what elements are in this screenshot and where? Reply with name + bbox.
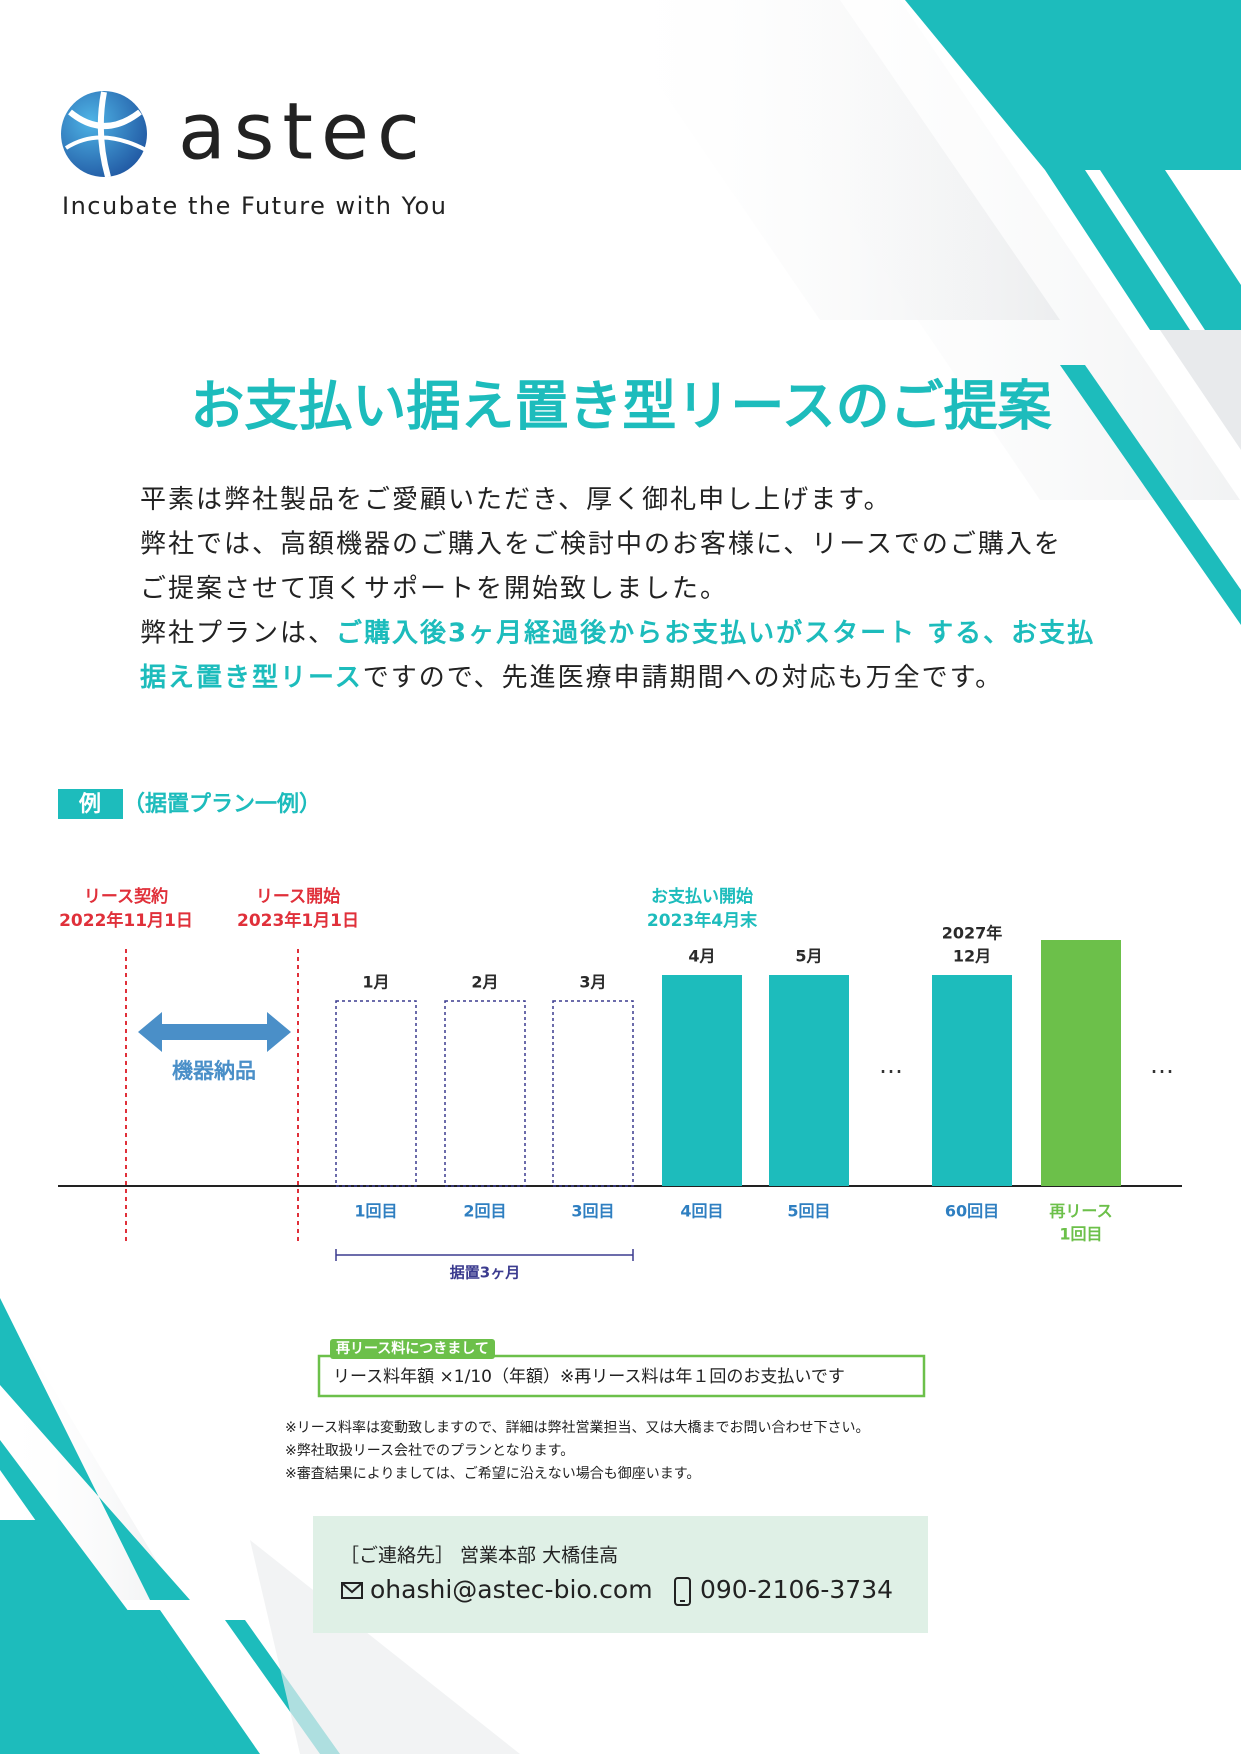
bar-bottom-label: 2回目 <box>463 1202 506 1221</box>
bar-bottom-label: 3回目 <box>571 1202 614 1221</box>
bar-top-label: 3月 <box>579 973 606 992</box>
intro-line: ご提案させて頂くサポートを開始致しました。 <box>140 574 728 604</box>
text: ですので、先進医療申請期間への対応も万全です。 <box>363 663 1003 693</box>
mail-icon <box>341 1582 363 1599</box>
tagline: Incubate the Future with You <box>62 192 447 220</box>
note: ※弊社取扱リース会社でのプランとなります。 <box>285 1443 574 1459</box>
re-lease-tab <box>330 1339 495 1359</box>
marker-label: リース契約 <box>84 886 168 907</box>
contact-box <box>313 1516 928 1633</box>
bar <box>1041 940 1121 1186</box>
text: 弊社では、高額機器のご購入をご検討中のお客様に、リースでのご購入を <box>140 529 1062 559</box>
bar-top-label: 1月 <box>362 973 389 992</box>
contact-label: ［ご連絡先］ 営業本部 大橋佳高 <box>340 1545 618 1567</box>
badge-bg <box>58 789 123 819</box>
re-lease-box <box>317 1354 926 1398</box>
highlight: 据え置き型リース <box>140 663 363 693</box>
ellipsis: … <box>1150 1051 1174 1079</box>
bar <box>552 1000 634 1187</box>
email: ohashi@astec-bio.com <box>370 1575 653 1604</box>
note: ※審査結果によりましては、ご希望に沿えない場合も御座います。 <box>285 1466 700 1482</box>
marker-date: 2022年11月1日 <box>59 910 193 931</box>
intro-line: 据え置き型リースですので、先進医療申請期間への対応も万全です。 <box>140 663 1003 693</box>
payment-start-label: お支払い開始 <box>651 886 753 907</box>
bar-bottom-label: 5回目 <box>787 1202 830 1221</box>
bar <box>662 975 742 1186</box>
title: お支払い据え置き型リースのご提案 <box>190 375 1052 438</box>
ellipsis: … <box>879 1051 903 1079</box>
badge: 例 <box>78 791 101 817</box>
delivery: 機器納品 <box>172 1059 256 1083</box>
bar-top-label: 2月 <box>471 973 498 992</box>
intro: 平素は弊社製品をご愛顧いただき、厚く御礼申し上げます。弊社では、高額機器のご購入… <box>140 485 1095 693</box>
timeline: リース契約 2022年11月1日 リース開始 2023年1月1日 機器納品 お支… <box>58 886 1182 1282</box>
bar <box>444 1000 526 1187</box>
re-lease-title: 再リース料につきまして <box>336 1340 489 1357</box>
bar-top-label: 2027年 <box>942 924 1003 943</box>
marker-date: 2023年1月1日 <box>237 910 359 931</box>
bar <box>932 975 1012 1186</box>
note: ※リース料率は変動致しますので、詳細は弊社営業担当、又は大橋までお問い合わせ下さ… <box>285 1420 869 1436</box>
intro-line: 弊社プランは、ご購入後3ヶ月経過後からお支払いがスタート する、お支払 <box>140 617 1095 648</box>
example-label: （据置プラン一例） <box>123 791 321 817</box>
intro-line: 弊社では、高額機器のご購入をご検討中のお客様に、リースでのご購入を <box>140 529 1062 559</box>
payment-start-date: 2023年4月末 <box>647 910 758 931</box>
bar <box>769 975 849 1186</box>
text: 平素は弊社製品をご愛顧いただき、厚く御礼申し上げます。 <box>140 485 892 515</box>
bar-bottom-label: 4回目 <box>680 1202 723 1221</box>
logo-text: astec <box>178 87 428 177</box>
bar-top-label: 12月 <box>953 947 991 966</box>
deferment: 据置3ヶ月 <box>450 1264 520 1282</box>
bar-bottom-label: 再リース <box>1049 1202 1112 1221</box>
bar-top-label: 4月 <box>688 947 715 966</box>
bar-bottom-label: 60回目 <box>945 1202 999 1221</box>
phone-icon <box>674 1577 691 1606</box>
re-lease-text: リース料年額 ×1/10（年額）※再リース料は年１回のお支払いです <box>333 1367 845 1387</box>
bar-bottom-label: 1回目 <box>1059 1225 1102 1244</box>
text: ご提案させて頂くサポートを開始致しました。 <box>140 574 728 604</box>
text: 弊社プランは、 <box>140 618 336 648</box>
bar-bottom-label: 1回目 <box>354 1202 397 1221</box>
phone: 090-2106-3734 <box>700 1575 893 1604</box>
logo: astec Incubate the Future with You <box>61 87 447 220</box>
highlight: ご購入後3ヶ月経過後からお支払いがスタート する、お支払 <box>336 617 1095 648</box>
intro-line: 平素は弊社製品をご愛顧いただき、厚く御礼申し上げます。 <box>140 485 892 515</box>
bar <box>335 1000 417 1187</box>
bar-top-label: 5月 <box>795 947 822 966</box>
marker-label: リース開始 <box>256 886 340 907</box>
